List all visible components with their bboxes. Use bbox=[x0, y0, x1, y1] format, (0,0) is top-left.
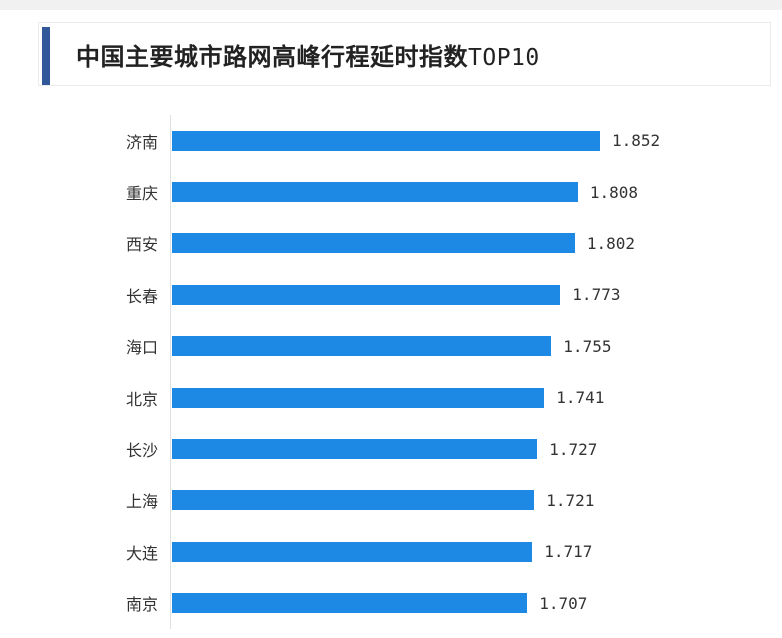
bar-row: 南京 1.707 bbox=[126, 578, 780, 629]
category-label: 南京 bbox=[125, 597, 158, 615]
value-label: 1.741 bbox=[556, 388, 605, 408]
category-label: 重庆 bbox=[125, 186, 158, 204]
category-label: 长沙 bbox=[125, 443, 158, 461]
category-label: 北京 bbox=[125, 391, 158, 409]
bar-chart: 济南 1.852 重庆 1.808 西安 1.802 长春 1.773 海口 1… bbox=[0, 115, 782, 630]
category-label: 海口 bbox=[125, 340, 158, 358]
bar-row: 长沙 1.727 bbox=[126, 423, 780, 474]
bar bbox=[172, 284, 561, 305]
chart-title-cn: 中国主要城市路网高峰行程延时指数 bbox=[76, 43, 468, 71]
value-label: 1.802 bbox=[586, 233, 636, 253]
chart-title-suffix: TOP10 bbox=[468, 44, 540, 71]
category-label: 济南 bbox=[125, 134, 158, 152]
bar-row: 重庆 1.808 bbox=[126, 166, 780, 217]
bar bbox=[172, 593, 528, 614]
chart-header: 中国主要城市路网高峰行程延时指数TOP10 bbox=[38, 22, 771, 86]
y-axis-line bbox=[170, 115, 171, 629]
value-label: 1.773 bbox=[572, 285, 621, 305]
bar bbox=[172, 182, 578, 203]
value-label: 1.721 bbox=[546, 490, 595, 510]
bar bbox=[172, 387, 545, 408]
category-label: 西安 bbox=[125, 237, 158, 255]
bar-row: 济南 1.852 bbox=[126, 115, 780, 166]
value-label: 1.717 bbox=[544, 542, 593, 562]
bar-row: 海口 1.755 bbox=[126, 321, 780, 372]
title-accent-bar bbox=[42, 26, 50, 85]
bar-row: 北京 1.741 bbox=[126, 372, 780, 423]
bar-row: 上海 1.721 bbox=[126, 475, 780, 526]
value-label: 1.727 bbox=[549, 439, 598, 459]
value-label: 1.707 bbox=[539, 593, 588, 613]
chart-title: 中国主要城市路网高峰行程延时指数TOP10 bbox=[76, 37, 540, 72]
bar bbox=[172, 541, 533, 562]
bar-row: 西安 1.802 bbox=[126, 218, 780, 269]
value-label: 1.755 bbox=[563, 336, 612, 356]
value-label: 1.852 bbox=[612, 131, 661, 151]
bar-row: 长春 1.773 bbox=[126, 269, 780, 320]
chart-plot-area: 济南 1.852 重庆 1.808 西安 1.802 长春 1.773 海口 1… bbox=[126, 115, 780, 629]
category-label: 上海 bbox=[125, 494, 158, 512]
bar bbox=[172, 130, 600, 151]
category-label: 长春 bbox=[125, 288, 158, 306]
value-label: 1.808 bbox=[589, 182, 639, 202]
bar bbox=[172, 336, 552, 357]
bar-row: 大连 1.717 bbox=[126, 526, 780, 577]
category-label: 大连 bbox=[125, 545, 158, 563]
bar bbox=[172, 490, 535, 511]
bar bbox=[172, 233, 575, 254]
bar bbox=[172, 439, 538, 460]
top-strip bbox=[0, 0, 782, 10]
